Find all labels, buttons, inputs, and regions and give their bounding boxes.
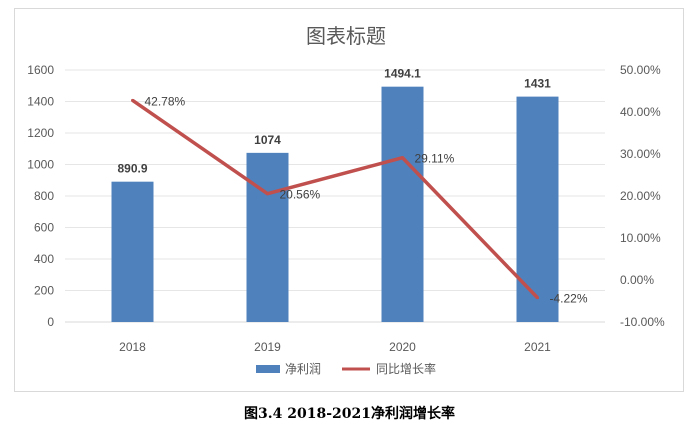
left-tick-label: 800 — [34, 189, 54, 203]
x-tick-label: 2018 — [119, 340, 146, 354]
legend-label-bar: 净利润 — [285, 362, 321, 376]
left-tick-label: 600 — [34, 221, 54, 235]
left-axis-ticks: 0 200 400 600 800 1000 1200 1400 1600 — [27, 63, 54, 329]
right-tick-label: -10.00% — [620, 315, 665, 329]
gridlines — [65, 69, 605, 291]
legend-label-line: 同比增长率 — [376, 361, 436, 376]
left-tick-label: 1200 — [27, 126, 54, 140]
left-tick-label: 200 — [34, 284, 54, 298]
right-tick-label: 20.00% — [620, 189, 661, 203]
legend: 净利润 同比增长率 — [256, 361, 436, 376]
bar — [111, 181, 154, 322]
line-point — [266, 192, 269, 196]
legend-swatch-bar — [256, 365, 280, 373]
bar-data-label: 1494.1 — [384, 67, 421, 81]
line-point — [401, 156, 404, 160]
right-tick-label: 0.00% — [620, 273, 654, 287]
line-series: 42.78% 20.56% 29.11% -4.22% — [131, 94, 588, 306]
x-tick-label: 2020 — [389, 340, 416, 354]
line-data-label: 42.78% — [145, 94, 186, 108]
series-line — [131, 98, 539, 299]
line-data-label: 29.11% — [415, 152, 455, 166]
line-point — [131, 98, 134, 102]
left-tick-label: 400 — [34, 252, 54, 266]
left-tick-label: 1000 — [27, 158, 54, 172]
right-tick-label: 50.00% — [620, 63, 661, 77]
bar-series: 890.9 1074 1494.1 1431 — [111, 67, 559, 323]
bar-data-label: 890.9 — [117, 162, 147, 176]
line-point — [536, 296, 539, 300]
bar — [246, 152, 289, 322]
right-tick-label: 10.00% — [620, 231, 661, 245]
left-tick-label: 1600 — [27, 63, 54, 77]
right-tick-label: 40.00% — [620, 105, 661, 119]
figure-caption: 图3.4 2018-2021净利润增长率 — [244, 406, 455, 422]
right-tick-label: 30.00% — [620, 147, 661, 161]
chart-title: 图表标题 — [306, 24, 386, 48]
left-tick-label: 1400 — [27, 95, 54, 109]
x-tick-label: 2021 — [524, 340, 551, 354]
bar-data-label: 1074 — [254, 133, 281, 147]
line-data-label: -4.22% — [550, 292, 588, 306]
bar-data-label: 1431 — [524, 77, 551, 91]
x-axis-ticks: 2018 2019 2020 2021 — [119, 340, 551, 354]
left-tick-label: 0 — [47, 315, 54, 329]
right-axis-ticks: -10.00% 0.00% 10.00% 20.00% 30.00% 40.00% 50.0… — [620, 63, 665, 329]
combo-chart: 图表标题 0 200 400 600 800 1000 1200 1400 1600 -10.0… — [27, 24, 665, 376]
bar — [381, 86, 424, 322]
bar — [516, 96, 559, 323]
line-data-label: 20.56% — [280, 188, 321, 202]
x-tick-label: 2019 — [254, 340, 281, 354]
